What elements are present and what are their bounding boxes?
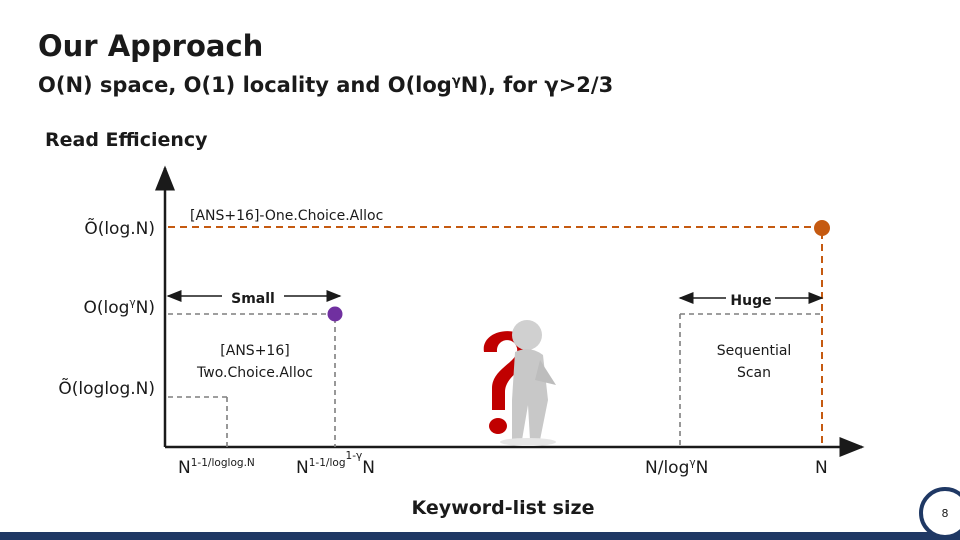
superscript: γ bbox=[689, 457, 695, 469]
text-run: N bbox=[815, 458, 828, 478]
sequential-scan-label: Sequential bbox=[717, 343, 792, 359]
superscript: γ bbox=[129, 297, 135, 309]
y-axis-label: Read Efficiency bbox=[45, 129, 208, 151]
one-choice-point bbox=[814, 220, 830, 236]
small-label: Small bbox=[231, 291, 275, 307]
text-run: N bbox=[696, 458, 709, 478]
text-run: Õ(loglog.N) bbox=[58, 377, 155, 399]
text-run: N), for γ>2/3 bbox=[461, 73, 614, 97]
text-run: N bbox=[362, 458, 375, 478]
y-tick-label: Õ(loglog.N) bbox=[58, 377, 155, 399]
text-run: N/log bbox=[645, 458, 689, 478]
y-tick-label: O(logγN) bbox=[83, 297, 155, 318]
one-choice-label: [ANS+16]-One.Choice.Alloc bbox=[190, 208, 383, 224]
x-tick-label: N/logγN bbox=[645, 457, 708, 478]
x-tick-label: N1-1/loglog.N bbox=[178, 457, 255, 478]
two-choice-label: Two.Choice.Alloc bbox=[196, 365, 313, 381]
x-axis-label: Keyword-list size bbox=[412, 497, 595, 519]
text-run: N bbox=[178, 458, 191, 478]
page-badge bbox=[919, 487, 960, 539]
page-number: 8 bbox=[942, 507, 949, 520]
two-choice-label: [ANS+16] bbox=[220, 343, 289, 359]
x-tick-label: N1-1/log1-γN bbox=[296, 450, 375, 478]
question-figure bbox=[483, 320, 556, 446]
superscript: 1-γ bbox=[346, 450, 363, 462]
superscript: 1-1/loglog.N bbox=[191, 457, 255, 469]
text-run: N) bbox=[136, 298, 155, 318]
x-tick-label: N bbox=[815, 458, 828, 478]
two-choice-point bbox=[327, 306, 343, 322]
text-run: Õ(log.N) bbox=[84, 217, 155, 239]
sequential-scan-label: Scan bbox=[737, 365, 771, 381]
text-run: O(N) space, O(1) locality and O(log bbox=[38, 73, 452, 97]
text-run: O(log bbox=[83, 298, 129, 318]
y-tick-label: Õ(log.N) bbox=[84, 217, 155, 239]
huge-label: Huge bbox=[730, 293, 771, 309]
title: Our Approach bbox=[38, 29, 263, 63]
text-run: N bbox=[296, 458, 309, 478]
subtitle: O(N) space, O(1) locality and O(logγN), … bbox=[38, 73, 613, 97]
superscript: 1-1/log bbox=[309, 457, 346, 469]
superscript: γ bbox=[452, 74, 461, 89]
footer-bar bbox=[0, 532, 960, 540]
